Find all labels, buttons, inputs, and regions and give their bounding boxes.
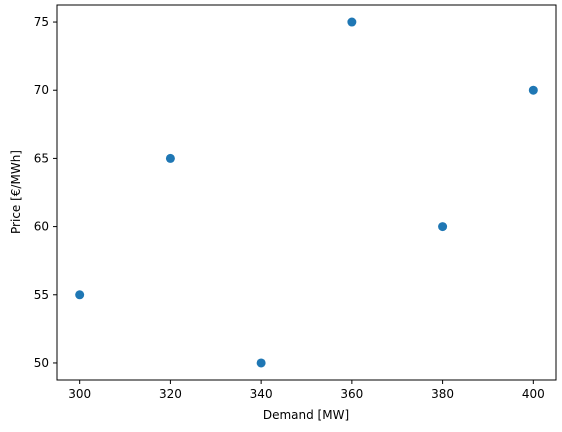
y-tick-label: 65 (34, 151, 49, 165)
x-tick-label: 300 (68, 387, 91, 401)
data-point (75, 290, 85, 300)
x-axis-ticks: 300 320 340 360 380 400 (68, 380, 545, 401)
x-tick-label: 360 (340, 387, 363, 401)
data-points (75, 17, 538, 368)
y-axis-ticks: 50 55 60 65 70 75 (34, 15, 57, 370)
data-point (165, 153, 175, 163)
y-tick-label: 60 (34, 220, 49, 234)
data-point (528, 85, 538, 95)
x-tick-label: 400 (522, 387, 545, 401)
y-tick-label: 70 (34, 83, 49, 97)
y-tick-label: 55 (34, 288, 49, 302)
x-tick-label: 340 (250, 387, 273, 401)
x-tick-label: 320 (159, 387, 182, 401)
data-point (438, 222, 448, 232)
data-point (256, 358, 266, 368)
x-tick-label: 380 (431, 387, 454, 401)
data-point (347, 17, 357, 27)
y-tick-label: 75 (34, 15, 49, 29)
y-axis-label: Price [€/MWh] (9, 150, 23, 234)
plot-frame (56, 4, 557, 381)
y-tick-label: 50 (34, 356, 49, 370)
x-axis-label: Demand [MW] (263, 408, 349, 422)
